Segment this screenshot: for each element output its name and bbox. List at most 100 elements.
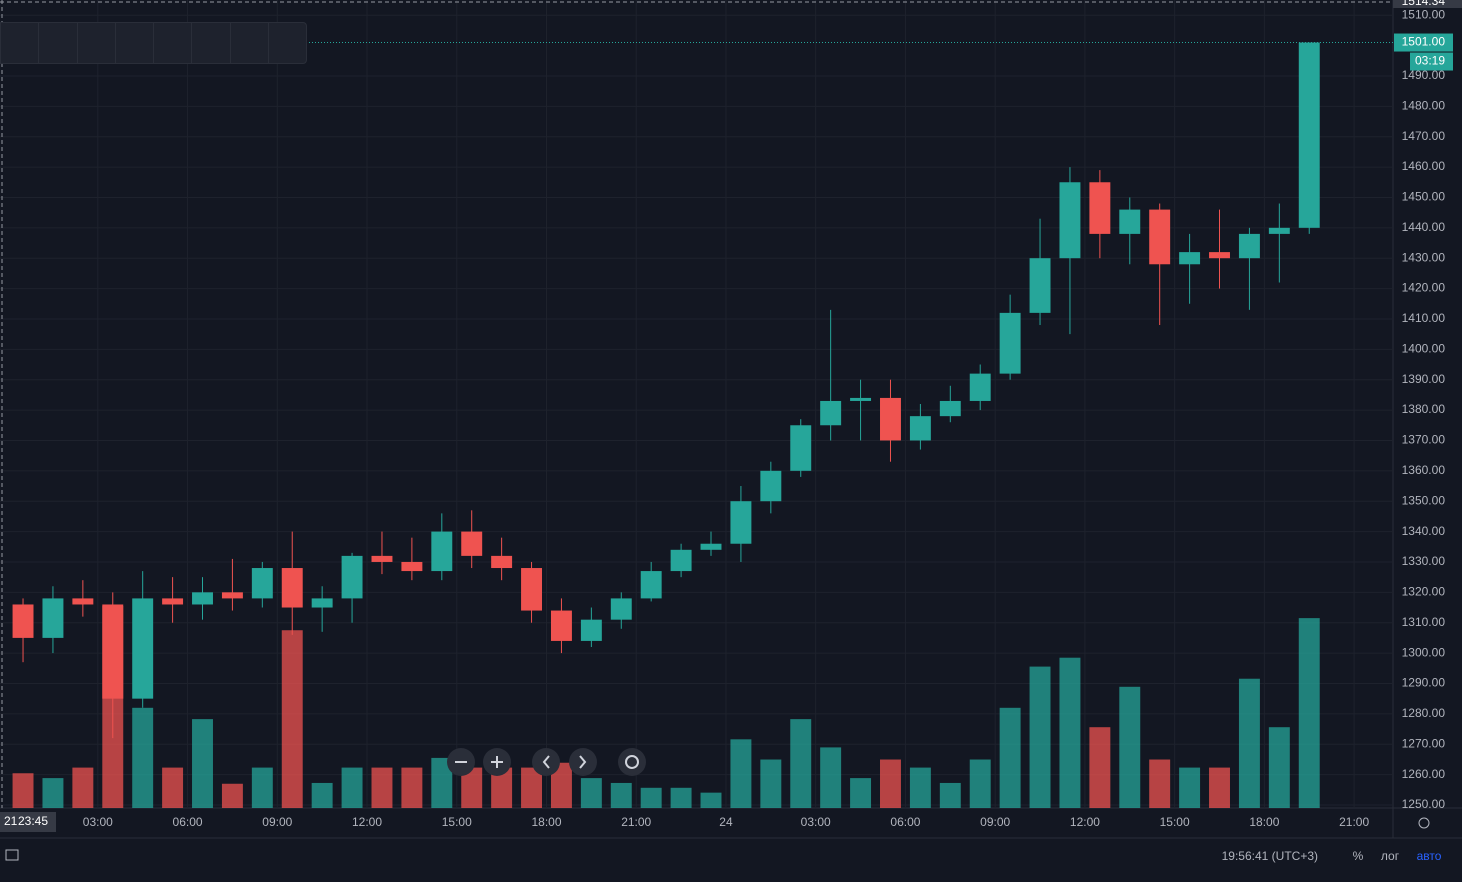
tool-button[interactable] — [231, 23, 269, 63]
candle-body — [1209, 252, 1230, 259]
volume-bar — [311, 782, 333, 808]
tool-button[interactable] — [269, 23, 306, 63]
volume-bar — [1119, 686, 1141, 808]
date-range-icon[interactable] — [5, 849, 19, 861]
volume-bar — [909, 767, 931, 808]
volume-bar — [1149, 759, 1171, 808]
tool-button[interactable] — [154, 23, 193, 63]
scroll-right[interactable] — [569, 748, 597, 776]
settings-icon[interactable] — [1418, 817, 1430, 829]
reset[interactable] — [618, 748, 646, 776]
tool-button[interactable] — [78, 23, 116, 63]
candle-body — [880, 397, 901, 441]
candle-body — [431, 531, 453, 572]
clock: 19:56:41 (UTC+3) — [1222, 849, 1318, 863]
crosshair-time-box — [0, 812, 56, 832]
candle-body — [670, 549, 692, 572]
crosshair-price: 1514.34 — [1402, 0, 1446, 8]
volume-bar — [1238, 678, 1260, 808]
candle-body — [1029, 258, 1051, 313]
nav-buttons — [447, 748, 646, 776]
scale-button[interactable]: лог — [1381, 849, 1400, 863]
volume-bar — [12, 773, 34, 808]
y-tick-label: 1450.00 — [1402, 190, 1446, 204]
y-tick-label: 1470.00 — [1402, 129, 1446, 143]
y-tick-label: 1420.00 — [1402, 281, 1446, 295]
countdown-box — [1410, 52, 1453, 71]
volume-bar — [939, 782, 961, 808]
crosshair-time: 23:45 — [18, 814, 48, 828]
candle-body — [1268, 227, 1290, 234]
candle-body — [730, 501, 752, 544]
volume-bar — [221, 783, 243, 808]
volume-bar — [251, 767, 273, 808]
x-tick-label: 15:00 — [1160, 815, 1190, 829]
candle-body — [102, 604, 124, 699]
y-tick-label: 1250.00 — [1402, 797, 1446, 811]
candle-body — [192, 592, 213, 605]
candle-body — [820, 400, 842, 426]
candle-body — [610, 598, 632, 620]
y-tick-label: 1280.00 — [1402, 706, 1446, 720]
volume-bar — [1089, 727, 1111, 808]
candle-body — [521, 568, 543, 611]
candle-body — [42, 598, 64, 638]
volume-bar — [401, 767, 423, 808]
x-tick-label: 12:00 — [352, 815, 382, 829]
x-tick-label: 09:00 — [262, 815, 292, 829]
y-tick-label: 1320.00 — [1402, 585, 1446, 599]
tool-button[interactable] — [39, 23, 78, 63]
crosshair-price-box — [1393, 0, 1462, 8]
x-tick-label: 09:00 — [980, 815, 1010, 829]
y-tick-label: 1390.00 — [1402, 372, 1446, 386]
volume-bar — [640, 787, 662, 808]
volume-bar — [850, 778, 872, 808]
candle-body — [999, 312, 1021, 374]
candle-body — [1298, 42, 1320, 228]
x-tick-label: 21:00 — [1339, 815, 1369, 829]
volume-bar — [790, 719, 812, 808]
y-tick-label: 1380.00 — [1402, 402, 1446, 416]
scroll-left[interactable] — [532, 748, 560, 776]
volume-bar — [371, 767, 393, 808]
volume-bar — [550, 762, 572, 808]
candle-body — [311, 598, 333, 608]
candle-body — [371, 555, 393, 562]
volume-bar — [670, 787, 692, 808]
x-tick-label: 18:00 — [1249, 815, 1279, 829]
candle-body — [850, 397, 872, 401]
candle-body — [969, 373, 991, 401]
volume-bar — [1209, 767, 1230, 808]
candle-body — [1179, 252, 1201, 265]
x-tick-label: 21:00 — [621, 815, 651, 829]
volume-bar — [580, 778, 602, 808]
volume-bar — [1059, 657, 1081, 808]
date-fragment: 21 — [4, 814, 18, 828]
candle-body — [1089, 182, 1111, 234]
y-tick-label: 1270.00 — [1402, 736, 1446, 750]
tool-button[interactable] — [192, 23, 231, 63]
candle-body — [640, 571, 662, 599]
volume-bar — [700, 792, 722, 808]
x-tick-label: 06:00 — [890, 815, 920, 829]
scale-button[interactable]: % — [1353, 849, 1364, 863]
volume-bar — [760, 759, 782, 808]
y-tick-label: 1440.00 — [1402, 220, 1446, 234]
volume-bar — [999, 707, 1021, 808]
y-tick-label: 1480.00 — [1402, 98, 1446, 112]
y-tick-label: 1510.00 — [1402, 7, 1446, 21]
x-tick-label: 03:00 — [83, 815, 113, 829]
icon — [491, 756, 503, 768]
countdown: 03:19 — [1415, 54, 1445, 68]
y-tick-label: 1430.00 — [1402, 250, 1446, 264]
volume-bar — [162, 767, 184, 808]
volume-bar — [1179, 767, 1201, 808]
x-tick-label: 12:00 — [1070, 815, 1100, 829]
tool-button[interactable] — [116, 23, 154, 63]
drawing-toolbar — [0, 22, 307, 64]
tool-button[interactable] — [1, 23, 40, 63]
scale-button[interactable]: авто — [1417, 849, 1442, 863]
candle-body — [760, 470, 782, 502]
candle-body — [939, 400, 961, 417]
